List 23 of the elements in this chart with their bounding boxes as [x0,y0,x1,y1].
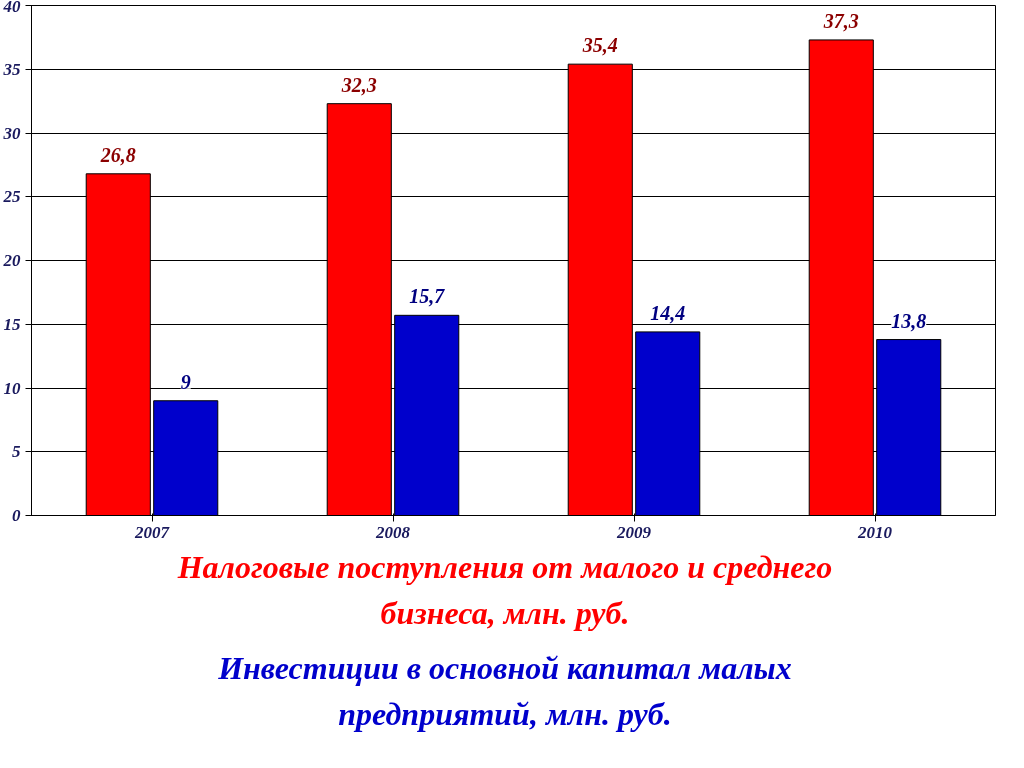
series-label: Налоговые поступления от малого и среднего бизнеса, млн. руб. [176,548,834,633]
y-tick-label: 40 [2,0,21,16]
text: Инвестиции в основной капитал малых предприятий, млн. руб. [217,649,793,735]
data-label: 13,8 [891,309,927,332]
data-label: 35,4 [581,34,618,57]
data-label: 9 [180,370,191,393]
y-tick-label: 5 [12,442,21,462]
data-label: 26,8 [99,143,136,166]
x-tick-label: 2010 [857,522,893,542]
y-tick-label: 30 [2,123,21,143]
x-tick-label: 2009 [616,522,652,542]
data-label: 32,3 [340,73,377,96]
data-label: 14,4 [650,301,686,324]
y-tick-label: 0 [12,506,21,525]
y-tick-label: 15 [3,314,21,334]
data-label: 37,3 [822,9,859,32]
y-tick-label: 25 [2,187,21,207]
data-label: 15,7 [409,285,446,308]
y-tick-label: 10 [3,378,21,398]
x-tick-label: 2007 [134,522,171,542]
y-tick-label: 35 [2,59,21,79]
x-tick-label: 2008 [375,522,411,542]
y-tick-label: 20 [2,251,21,270]
